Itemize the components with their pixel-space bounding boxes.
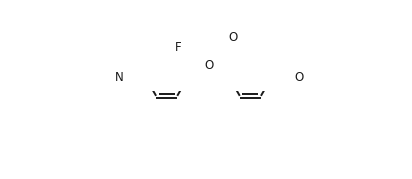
Text: F: F <box>175 40 182 54</box>
Text: O: O <box>204 59 213 72</box>
Text: N: N <box>115 71 124 84</box>
Text: O: O <box>295 71 304 84</box>
Text: O: O <box>229 31 238 44</box>
